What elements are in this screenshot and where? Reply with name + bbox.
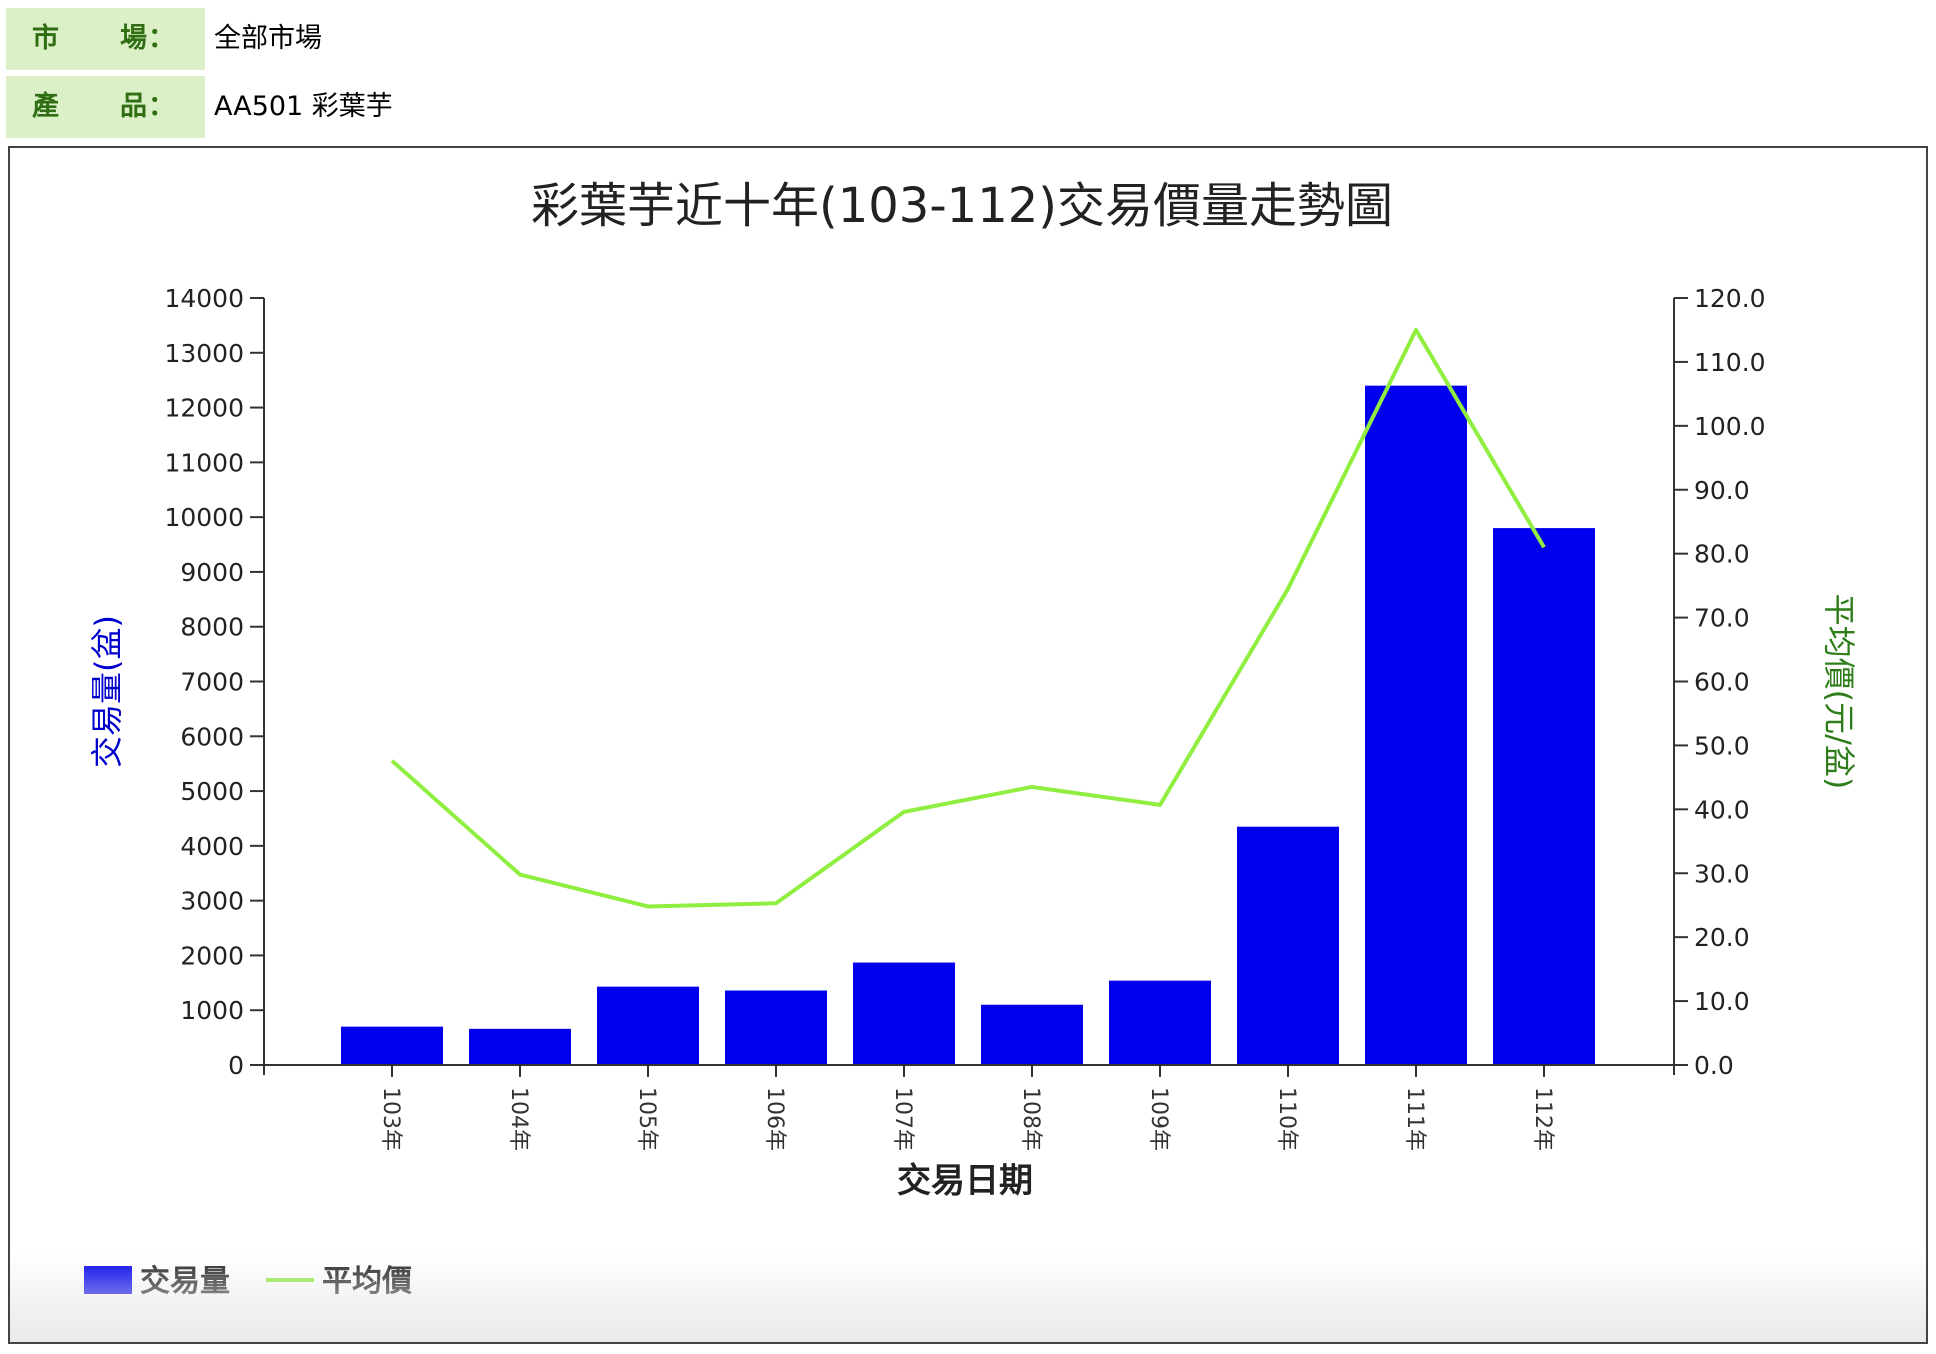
x-tick-label: 111年 <box>1402 1087 1427 1151</box>
market-row: 市 場： 全部市場 <box>0 8 1936 70</box>
volume-bar <box>981 1004 1083 1065</box>
x-tick-label: 105年 <box>634 1087 659 1151</box>
legend-price-label: 平均價 <box>322 1264 412 1299</box>
y2-tick-label: 80.0 <box>1694 540 1750 569</box>
x-tick-label: 108年 <box>1018 1087 1043 1151</box>
y-tick-label: 0 <box>228 1051 244 1080</box>
x-axis-label: 交易日期 <box>897 1161 1033 1201</box>
volume-bar <box>597 986 699 1065</box>
y-tick-label: 9000 <box>180 558 244 587</box>
y-tick-label: 11000 <box>164 448 244 477</box>
x-tick-label: 103年 <box>378 1087 403 1151</box>
volume-bar <box>1365 385 1467 1065</box>
price-series-line <box>390 327 1546 909</box>
y-tick-label: 7000 <box>180 668 244 697</box>
y2-axis-label: 平均價(元/盆) <box>1820 594 1858 790</box>
y-tick-label: 10000 <box>164 503 244 532</box>
volume-bar <box>341 1026 443 1065</box>
product-label-char-2: 品： <box>120 91 176 122</box>
volume-bar <box>725 990 827 1065</box>
y-tick-label: 4000 <box>180 832 244 861</box>
y-tick-label: 12000 <box>164 394 244 423</box>
market-label-char-1: 市 <box>32 23 60 54</box>
volume-bar <box>1493 528 1595 1065</box>
market-label-char-2: 場： <box>120 23 176 54</box>
legend-volume-label: 交易量 <box>140 1264 230 1299</box>
chart-legend: 交易量 平均價 <box>84 1264 412 1299</box>
x-axis: 103年 104年 105年 106年 107年 108年 109年 110年 111年 112年 <box>264 1064 1674 1151</box>
chart-title: 彩葉芋近十年(103-112)交易價量走勢圖 <box>531 178 1393 234</box>
product-label-char-1: 產 <box>32 91 60 122</box>
y2-tick-label: 50.0 <box>1694 731 1750 760</box>
chart-frame: 彩葉芋近十年(103-112)交易價量走勢圖 0 1000 2000 3000 4000… <box>8 146 1928 1344</box>
y-tick-label: 13000 <box>164 339 244 368</box>
y2-tick-label: 110.0 <box>1694 348 1766 377</box>
y-tick-label: 2000 <box>180 941 244 970</box>
volume-bar <box>1109 980 1211 1065</box>
y-tick-label: 3000 <box>180 887 244 916</box>
volume-bar <box>1237 826 1339 1065</box>
y2-tick-label: 20.0 <box>1694 923 1750 952</box>
product-label: 產 品： <box>6 76 205 138</box>
x-tick-label: 110年 <box>1274 1087 1299 1151</box>
y2-tick-label: 100.0 <box>1694 412 1766 441</box>
product-row: 產 品： AA501 彩葉芋 <box>0 76 1936 138</box>
x-tick-label: 104年 <box>506 1087 531 1151</box>
x-tick-label: 112年 <box>1530 1087 1555 1151</box>
volume-bars <box>341 385 1595 1065</box>
y-tick-label: 14000 <box>164 284 244 313</box>
volume-bar <box>853 962 955 1065</box>
y-tick-label: 8000 <box>180 613 244 642</box>
price-volume-chart: 彩葉芋近十年(103-112)交易價量走勢圖 0 1000 2000 3000 4000… <box>84 178 1858 1299</box>
y2-tick-label: 70.0 <box>1694 604 1750 633</box>
x-tick-label: 107年 <box>890 1087 915 1151</box>
left-axis: 0 1000 2000 3000 4000 5000 6000 7000 8000 9000 100… <box>164 284 265 1080</box>
price-line <box>390 327 1546 909</box>
y2-tick-label: 10.0 <box>1694 987 1750 1016</box>
right-axis: 0.0 10.0 20.0 30.0 40.0 50.0 60.0 70.0 80.0 90.0 1… <box>1673 284 1766 1080</box>
y2-tick-label: 90.0 <box>1694 476 1750 505</box>
y2-tick-label: 30.0 <box>1694 859 1750 888</box>
y-tick-label: 1000 <box>180 996 244 1025</box>
y2-tick-label: 40.0 <box>1694 795 1750 824</box>
product-value: AA501 彩葉芋 <box>214 91 393 122</box>
market-label: 市 場： <box>6 8 205 70</box>
y2-tick-label: 120.0 <box>1694 284 1766 313</box>
x-tick-label: 106年 <box>762 1087 787 1151</box>
legend-volume-swatch <box>84 1266 132 1294</box>
x-tick-label: 109年 <box>1146 1087 1171 1151</box>
y-axis-label: 交易量(盆) <box>88 615 126 768</box>
y-tick-label: 5000 <box>180 777 244 806</box>
y-tick-label: 6000 <box>180 722 244 751</box>
y2-tick-label: 0.0 <box>1694 1051 1734 1080</box>
market-value: 全部市場 <box>214 23 322 54</box>
volume-bar <box>469 1028 571 1065</box>
y2-tick-label: 60.0 <box>1694 668 1750 697</box>
